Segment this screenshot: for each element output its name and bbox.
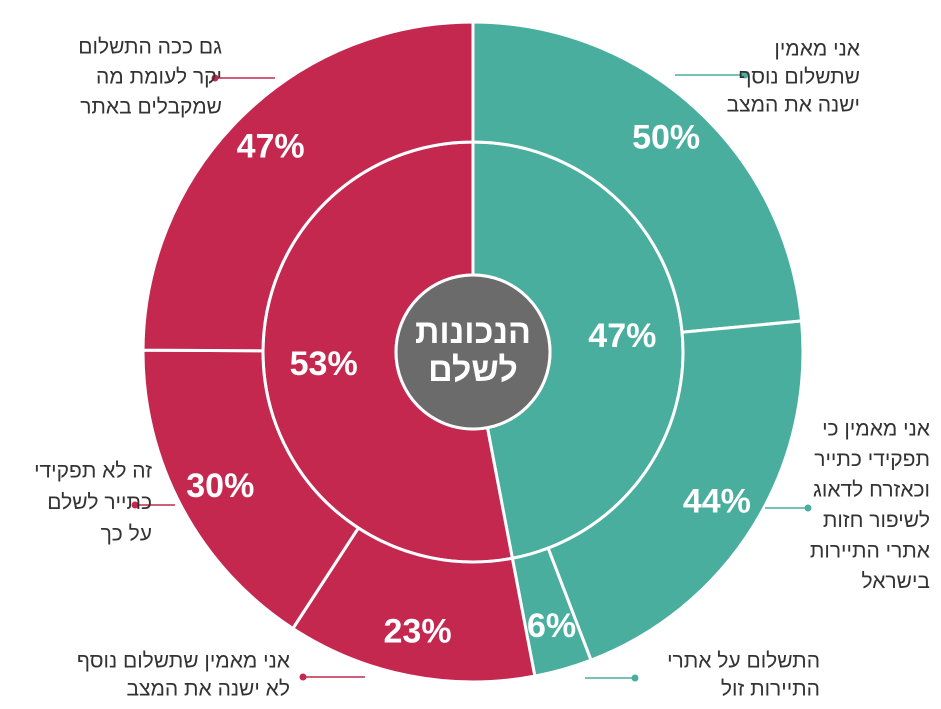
category-label: לשיפור חזות: [823, 509, 930, 532]
outer-value-label: 30%: [186, 467, 254, 505]
outer-segment: [471, 20, 804, 334]
category-label: ישנה את המצב: [727, 94, 860, 117]
chart-title: לשלם: [428, 351, 518, 389]
outer-value-label: 23%: [384, 613, 452, 651]
leader-dot: [631, 674, 639, 682]
inner-value-label: 53%: [290, 345, 358, 383]
category-label: על כך: [101, 523, 152, 546]
category-label: שמקבלים באתר: [80, 96, 222, 119]
category-label: אני מאמין: [774, 38, 860, 61]
category-label: התיירות זול: [721, 678, 820, 701]
category-label: כתייר לשלם: [47, 491, 152, 514]
leader-dot: [211, 74, 219, 82]
leader-dot: [741, 71, 749, 79]
outer-segment: [546, 319, 805, 663]
category-label: אתרי התיירות: [810, 540, 930, 563]
category-label: וכאזרח לדאוג: [813, 479, 930, 502]
category-label: התשלום על אתרי: [667, 650, 820, 673]
leader-dot: [131, 501, 139, 509]
category-label: שתשלום נוסף: [738, 66, 860, 89]
category-label: תפקידי כתייר: [814, 448, 930, 471]
leader-dot: [804, 504, 812, 512]
center-circle: [394, 273, 552, 431]
category-label: גם ככה התשלום: [78, 36, 222, 59]
chart-title: הנכונות: [415, 313, 531, 351]
category-label: אני מאמין שתשלום נוסף: [77, 650, 290, 673]
outer-value-label: 6%: [527, 607, 576, 645]
category-label: אני מאמין כי: [822, 418, 930, 441]
outer-segment: [141, 20, 475, 353]
category-label: בישראל: [862, 570, 930, 593]
category-label: זה לא תפקידי: [34, 460, 152, 483]
outer-value-label: 47%: [237, 127, 305, 165]
leader-dot: [299, 673, 307, 681]
inner-value-label: 47%: [588, 317, 656, 355]
outer-value-label: 50%: [632, 119, 700, 157]
category-label: לא ישנה את המצב: [126, 678, 290, 701]
outer-value-label: 44%: [683, 482, 751, 520]
category-label: יקר לעומת מה: [96, 66, 222, 89]
